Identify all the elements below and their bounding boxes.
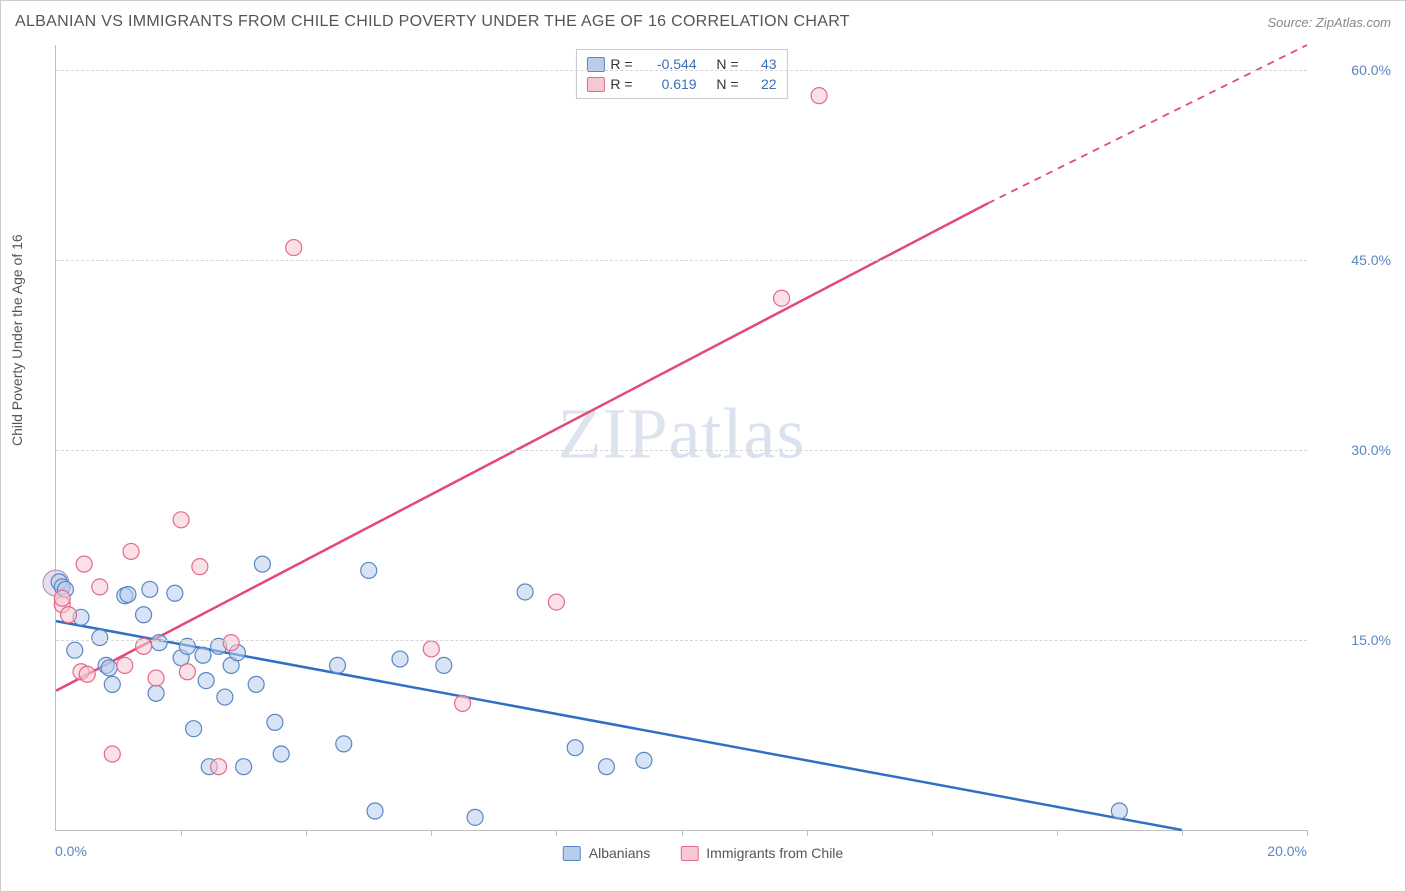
- data-point: [92, 630, 108, 646]
- data-point: [248, 676, 264, 692]
- swatch-icon: [680, 846, 698, 861]
- data-point: [104, 676, 120, 692]
- data-point: [548, 594, 564, 610]
- x-tick: [431, 830, 432, 836]
- legend-label: Immigrants from Chile: [706, 845, 843, 861]
- x-axis-min-label: 0.0%: [55, 843, 87, 859]
- data-point: [148, 685, 164, 701]
- source-label: Source: ZipAtlas.com: [1267, 15, 1391, 30]
- x-tick: [807, 830, 808, 836]
- data-point: [120, 587, 136, 603]
- data-point: [101, 660, 117, 676]
- title-bar: ALBANIAN VS IMMIGRANTS FROM CHILE CHILD …: [15, 13, 1391, 31]
- swatch-icon: [563, 846, 581, 861]
- x-axis-max-label: 20.0%: [1267, 843, 1307, 859]
- legend-item: Immigrants from Chile: [680, 845, 843, 861]
- data-point: [423, 641, 439, 657]
- data-point: [198, 673, 214, 689]
- grid-line: [56, 70, 1307, 71]
- data-point: [436, 657, 452, 673]
- data-point: [329, 657, 345, 673]
- data-point: [76, 556, 92, 572]
- data-point: [223, 635, 239, 651]
- data-point: [117, 657, 133, 673]
- data-point: [811, 88, 827, 104]
- data-point: [179, 664, 195, 680]
- data-point: [774, 290, 790, 306]
- x-tick: [682, 830, 683, 836]
- data-point: [236, 759, 252, 775]
- y-tick-label: 15.0%: [1321, 632, 1391, 648]
- data-point: [286, 240, 302, 256]
- data-point: [273, 746, 289, 762]
- data-point: [336, 736, 352, 752]
- y-tick-label: 60.0%: [1321, 62, 1391, 78]
- legend-item: Albanians: [563, 845, 651, 861]
- data-point: [211, 759, 227, 775]
- series-legend: Albanians Immigrants from Chile: [563, 845, 843, 861]
- data-point: [254, 556, 270, 572]
- x-tick: [1182, 830, 1183, 836]
- data-point: [104, 746, 120, 762]
- data-point: [136, 607, 152, 623]
- data-point: [195, 647, 211, 663]
- data-point: [61, 607, 77, 623]
- data-point: [361, 562, 377, 578]
- data-point: [167, 585, 183, 601]
- x-tick: [181, 830, 182, 836]
- x-tick: [932, 830, 933, 836]
- data-point: [467, 809, 483, 825]
- x-tick: [556, 830, 557, 836]
- chart-title: ALBANIAN VS IMMIGRANTS FROM CHILE CHILD …: [15, 13, 850, 31]
- data-point: [186, 721, 202, 737]
- data-point: [392, 651, 408, 667]
- data-point: [151, 635, 167, 651]
- data-point: [92, 579, 108, 595]
- data-point: [148, 670, 164, 686]
- data-point: [1111, 803, 1127, 819]
- y-tick-label: 45.0%: [1321, 252, 1391, 268]
- data-point: [517, 584, 533, 600]
- y-tick-label: 30.0%: [1321, 442, 1391, 458]
- data-point: [636, 752, 652, 768]
- data-point: [123, 543, 139, 559]
- chart-container: ALBANIAN VS IMMIGRANTS FROM CHILE CHILD …: [0, 0, 1406, 892]
- grid-line: [56, 260, 1307, 261]
- grid-line: [56, 450, 1307, 451]
- plot-area: ZIPatlas R =-0.544 N =43R =0.619 N =22 1…: [55, 45, 1307, 831]
- data-point: [567, 740, 583, 756]
- data-point: [142, 581, 158, 597]
- data-point: [217, 689, 233, 705]
- x-tick: [1307, 830, 1308, 836]
- data-point: [598, 759, 614, 775]
- grid-line: [56, 640, 1307, 641]
- data-point: [367, 803, 383, 819]
- legend-label: Albanians: [589, 845, 651, 861]
- y-axis-title: Child Poverty Under the Age of 16: [9, 234, 25, 446]
- data-point: [173, 512, 189, 528]
- data-point: [79, 666, 95, 682]
- data-point: [54, 590, 70, 606]
- data-point: [267, 714, 283, 730]
- data-point: [67, 642, 83, 658]
- data-point: [192, 559, 208, 575]
- x-tick: [1057, 830, 1058, 836]
- scatter-points-layer: [56, 45, 1307, 830]
- data-point: [455, 695, 471, 711]
- x-tick: [306, 830, 307, 836]
